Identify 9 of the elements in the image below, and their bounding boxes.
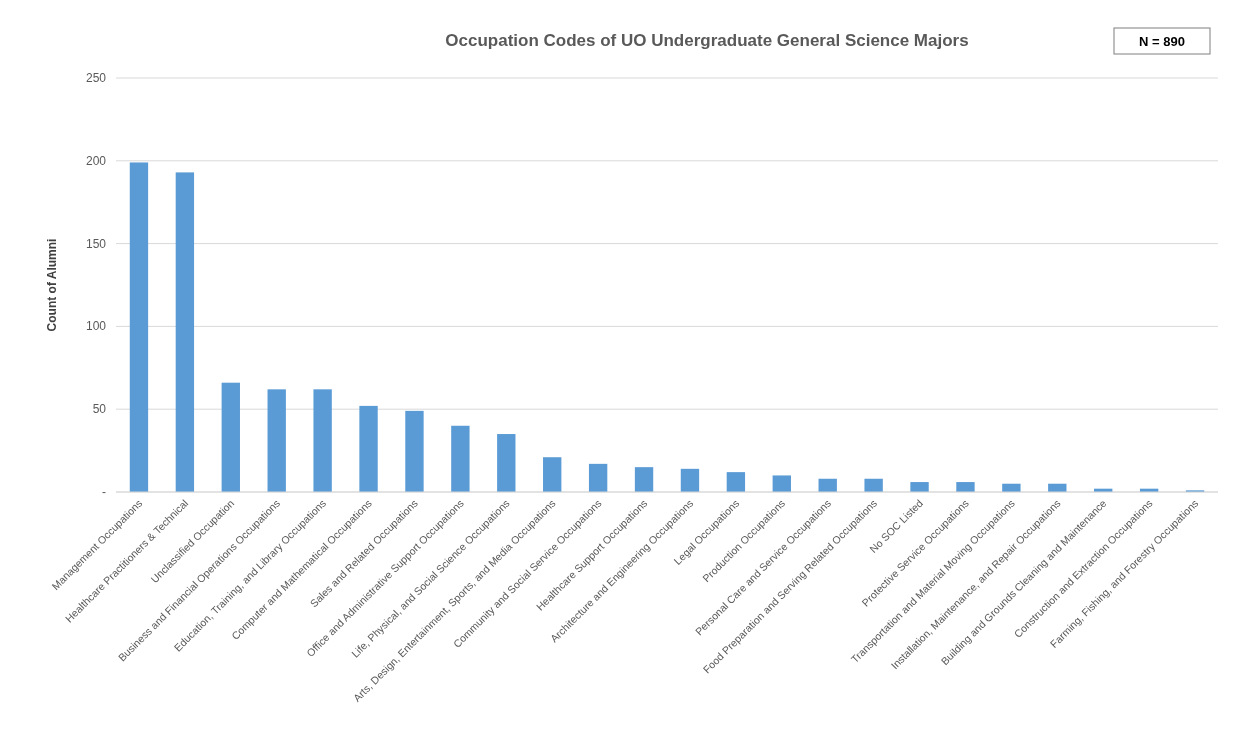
y-tick-label: - — [102, 485, 106, 499]
y-tick-label: 250 — [85, 71, 107, 85]
y-tick-label: 200 — [85, 153, 107, 168]
y-axis-title: Count of Alumni — [45, 238, 59, 332]
y-tick-label: 150 — [85, 236, 107, 251]
text: N = 890 — [1139, 34, 1185, 49]
y-tick-label: 50 — [92, 402, 107, 417]
chart-title: Occupation Codes of UO Undergraduate General Science Majors — [445, 31, 969, 50]
y-tick-label: 100 — [85, 319, 107, 334]
